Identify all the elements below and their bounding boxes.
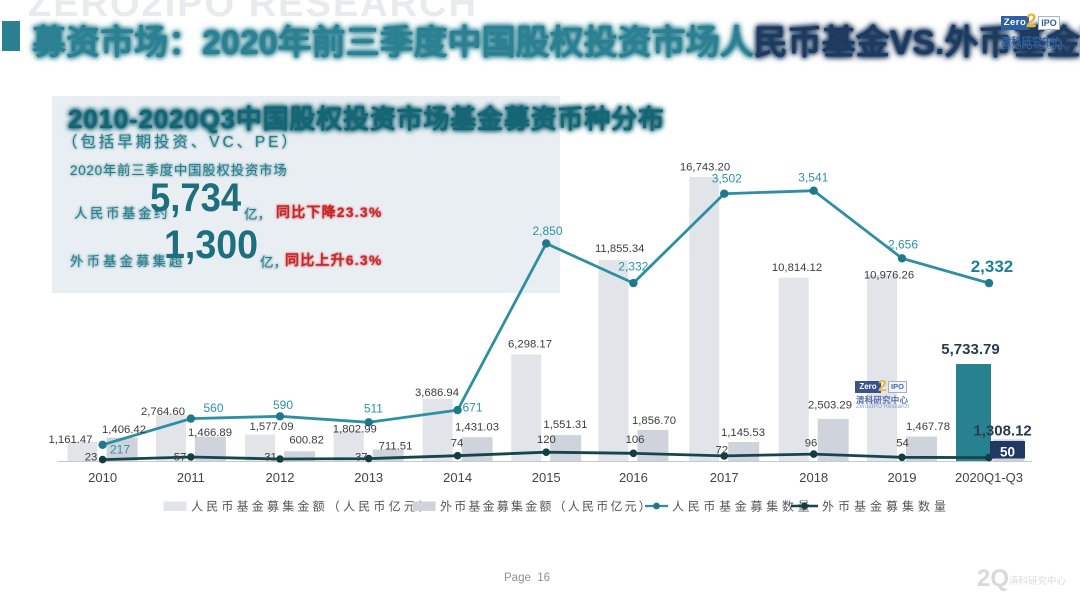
svg-text:1,551.31: 1,551.31 — [543, 419, 587, 431]
svg-text:3,686.94: 3,686.94 — [415, 387, 459, 399]
svg-text:3,541: 3,541 — [798, 170, 828, 184]
svg-text:2011: 2011 — [177, 470, 205, 485]
svg-text:外币基金募集金额（人民币亿元）: 外币基金募集金额（人民币亿元） — [440, 499, 653, 514]
svg-text:1,145.53: 1,145.53 — [721, 427, 765, 439]
svg-text:10,976.26: 10,976.26 — [864, 269, 914, 281]
svg-text:2,764.60: 2,764.60 — [141, 406, 185, 418]
svg-text:560: 560 — [203, 401, 223, 415]
svg-text:1,802.99: 1,802.99 — [333, 424, 377, 436]
svg-text:2,850: 2,850 — [532, 224, 562, 238]
svg-text:511: 511 — [364, 402, 383, 416]
svg-text:671: 671 — [462, 401, 482, 415]
svg-text:1,466.89: 1,466.89 — [188, 427, 232, 439]
svg-text:54: 54 — [896, 437, 909, 449]
svg-text:3,502: 3,502 — [712, 172, 742, 186]
svg-text:16,743.20: 16,743.20 — [680, 162, 730, 174]
svg-text:1,161.47: 1,161.47 — [49, 434, 93, 446]
svg-text:57: 57 — [174, 452, 187, 464]
svg-text:23: 23 — [85, 452, 98, 464]
svg-text:31: 31 — [264, 452, 277, 464]
svg-text:2010: 2010 — [88, 470, 117, 485]
svg-text:2016: 2016 — [619, 470, 648, 485]
svg-text:2013: 2013 — [354, 470, 383, 485]
svg-text:10,814.12: 10,814.12 — [772, 262, 822, 274]
svg-text:1,577.09: 1,577.09 — [250, 421, 294, 433]
svg-text:217: 217 — [110, 443, 130, 457]
svg-text:2,332: 2,332 — [618, 260, 648, 274]
svg-text:74: 74 — [451, 438, 464, 450]
svg-text:711.51: 711.51 — [379, 441, 413, 453]
svg-text:11,855.34: 11,855.34 — [595, 243, 644, 255]
svg-text:37: 37 — [355, 452, 368, 464]
svg-text:2018: 2018 — [799, 470, 828, 485]
svg-text:6,298.17: 6,298.17 — [508, 339, 552, 351]
svg-text:96: 96 — [805, 437, 818, 449]
svg-text:外币基金募集数量: 外币基金募集数量 — [822, 499, 950, 514]
svg-text:5,733.79: 5,733.79 — [941, 341, 999, 358]
svg-text:106: 106 — [626, 434, 645, 446]
svg-text:人民币基金募集数量: 人民币基金募集数量 — [672, 499, 813, 514]
svg-text:1,856.70: 1,856.70 — [632, 415, 676, 427]
svg-text:2015: 2015 — [532, 470, 561, 485]
svg-text:2020Q1-Q3: 2020Q1-Q3 — [955, 470, 1023, 485]
svg-text:人民币基金募集金额（人民币亿元）: 人民币基金募集金额（人民币亿元） — [191, 499, 434, 514]
svg-text:50: 50 — [1000, 445, 1015, 460]
svg-text:600.82: 600.82 — [289, 435, 324, 447]
svg-text:120: 120 — [537, 434, 556, 446]
svg-text:1,406.42: 1,406.42 — [102, 424, 146, 436]
svg-text:2019: 2019 — [888, 470, 917, 485]
svg-text:1,467.78: 1,467.78 — [906, 421, 950, 433]
svg-text:72: 72 — [715, 445, 728, 457]
svg-text:590: 590 — [273, 398, 293, 412]
svg-text:1,308.12: 1,308.12 — [973, 423, 1031, 440]
svg-text:2,656: 2,656 — [888, 238, 918, 252]
svg-text:2012: 2012 — [266, 470, 295, 485]
svg-text:2014: 2014 — [443, 470, 472, 485]
svg-text:2,503.29: 2,503.29 — [808, 400, 852, 412]
svg-text:1,431.03: 1,431.03 — [455, 422, 499, 434]
svg-text:2017: 2017 — [710, 470, 739, 485]
svg-text:2,332: 2,332 — [971, 257, 1014, 276]
